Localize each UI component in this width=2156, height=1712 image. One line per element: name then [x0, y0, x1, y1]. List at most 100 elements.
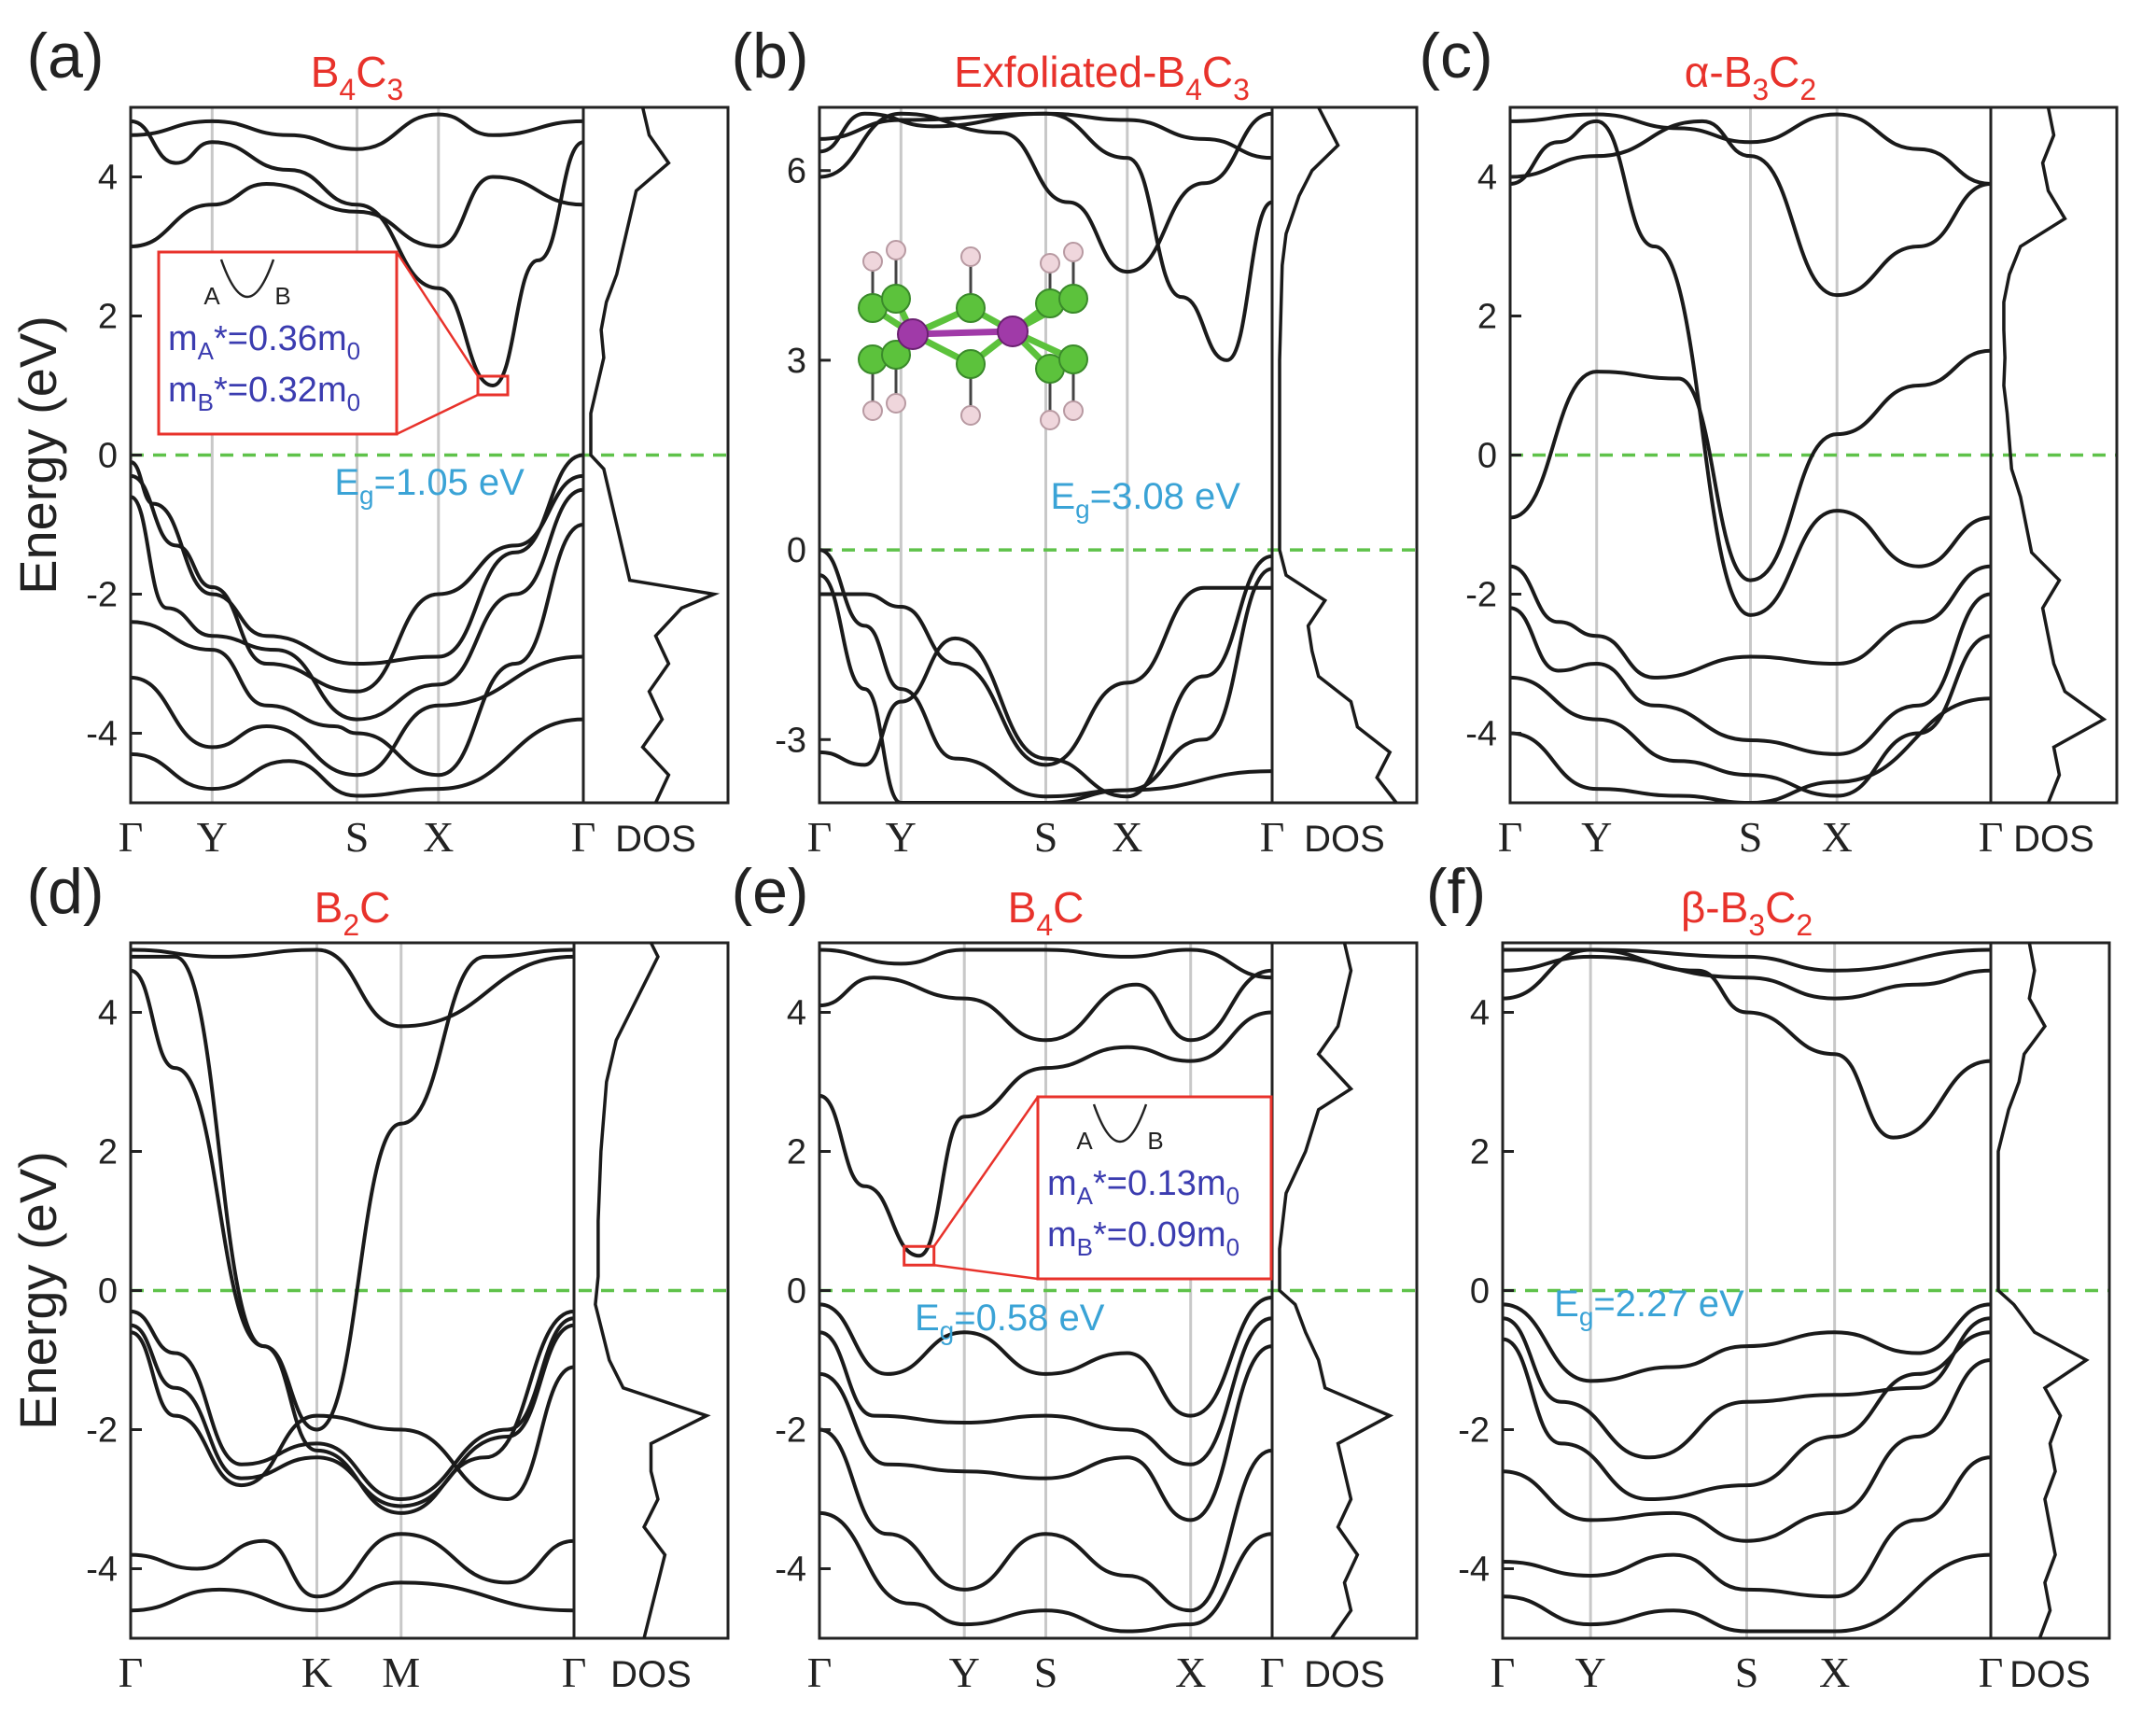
- dos-frame: [1989, 941, 2111, 1640]
- hydrogen-atom: [1040, 253, 1060, 274]
- boron-atom: [881, 340, 911, 370]
- ytick-label: -2: [1458, 1411, 1490, 1451]
- ytick-label: -2: [1465, 576, 1497, 615]
- dos-curve: [2002, 106, 2107, 804]
- band-1: [131, 947, 574, 1432]
- panel-letter: (f): [1426, 856, 1486, 927]
- kpoint-label: Γ: [562, 1649, 587, 1696]
- inset-connector: [395, 251, 480, 377]
- band-4: [131, 1323, 574, 1509]
- hydrogen-atom: [886, 240, 906, 260]
- inset-connector: [933, 1264, 1039, 1281]
- y-axis-label: Energy (eV): [8, 1151, 67, 1430]
- kpoint-label: Y: [1575, 1649, 1606, 1696]
- band-7: [819, 1510, 1272, 1634]
- ytick-label: -2: [86, 1411, 118, 1451]
- bond: [912, 328, 1014, 338]
- kpoint-label: S: [1034, 1649, 1058, 1696]
- kpoint-label: S: [1739, 813, 1763, 861]
- band-8: [1503, 1552, 1991, 1634]
- kpoint-label: Γ: [571, 813, 596, 861]
- hydrogen-atom: [960, 246, 981, 267]
- band-2: [131, 947, 574, 1029]
- band-2: [819, 947, 1272, 980]
- panel-title: β-B3C2: [1681, 883, 1813, 942]
- band-4: [1503, 1316, 1991, 1460]
- band-4: [1510, 564, 1991, 680]
- band-3: [131, 1309, 574, 1502]
- panel-d: (d) B2C Γ K M Γ -4 -2 0 2 4 DOS Energy (eV): [8, 856, 730, 1696]
- kpoint-label: Y: [1581, 813, 1612, 861]
- effective-mass-label: mB*=0.09m0: [1047, 1215, 1239, 1261]
- ytick-label: 2: [98, 298, 118, 337]
- ytick-label: 2: [98, 1133, 118, 1172]
- ytick-label: 2: [787, 1133, 806, 1172]
- band-5: [1503, 1330, 1991, 1502]
- dos-curve: [1278, 942, 1394, 1640]
- bands: [819, 111, 1272, 803]
- band-5: [1510, 592, 1991, 756]
- effective-mass-label: mA*=0.36m0: [168, 319, 360, 365]
- inset-label-b: B: [1147, 1127, 1163, 1155]
- hydrogen-atom: [1063, 242, 1084, 262]
- dos-curve: [589, 106, 721, 804]
- kpoint-label: Γ: [807, 813, 833, 861]
- band-0: [131, 954, 574, 1515]
- kpoint-label: Γ: [1260, 1649, 1285, 1696]
- ytick-label: 3: [787, 342, 806, 381]
- band-7: [1510, 696, 1991, 803]
- band-6: [819, 573, 1272, 803]
- dos-frame: [1270, 105, 1419, 805]
- ytick-label: 2: [1470, 1133, 1490, 1172]
- boron-atom: [956, 349, 986, 379]
- panel-c: (c) α-B3C2 Γ Y S X Γ -4 -2 0 2 4 DOS: [1419, 21, 2119, 861]
- ytick-label: 0: [787, 531, 806, 570]
- ytick-label: 4: [1470, 994, 1490, 1033]
- carbon-atom: [897, 318, 929, 350]
- band-1: [1510, 119, 1991, 617]
- band-3: [1503, 1302, 1991, 1383]
- kpoint-label: S: [345, 813, 370, 861]
- band-0: [1510, 348, 1991, 582]
- panel-letter: (c): [1419, 21, 1492, 91]
- cbm-marker: [903, 1244, 936, 1267]
- ytick-label: 4: [787, 994, 806, 1033]
- inset-label-a: A: [1076, 1127, 1093, 1155]
- hydrogen-atom: [1063, 400, 1084, 421]
- inset-box: [1036, 1095, 1273, 1281]
- panel-letter: (b): [731, 21, 808, 91]
- boron-atom: [881, 284, 911, 314]
- panel-e: (e) B4C Γ Y S X Γ -4 -2 0 2 4 DOS Eg=0.58 eV A BmA*=0.1…: [731, 856, 1419, 1696]
- panel-title: Exfoliated-B4C3: [954, 48, 1250, 106]
- dos-label: DOS: [1304, 819, 1385, 860]
- dos-curve: [1996, 942, 2090, 1639]
- band-3: [131, 453, 583, 667]
- band-1: [819, 111, 1272, 362]
- kpoint-label: X: [1175, 1649, 1206, 1696]
- kpoint-label: Γ: [1498, 813, 1523, 861]
- parabola-sketch: [1092, 1103, 1148, 1144]
- kpoint-label: X: [423, 813, 454, 861]
- band-6: [819, 1427, 1272, 1613]
- band-4: [819, 554, 1272, 799]
- cbm-marker: [476, 374, 510, 397]
- dos-label: DOS: [2009, 1654, 2091, 1695]
- ytick-label: 0: [98, 1272, 118, 1312]
- bands: [131, 947, 574, 1613]
- ytick-label: 0: [1477, 437, 1497, 476]
- inset-connector: [396, 393, 479, 436]
- panel-letter: (d): [26, 856, 104, 927]
- kpoint-label: Y: [197, 813, 228, 861]
- ytick-label: 2: [1477, 298, 1497, 337]
- band-8: [131, 717, 583, 798]
- kpoint-label: Γ: [119, 813, 144, 861]
- panel-letter: (a): [26, 21, 104, 91]
- panel-title: B4C3: [311, 48, 404, 106]
- ytick-label: 0: [1470, 1272, 1490, 1312]
- kpoint-label: X: [1819, 1649, 1850, 1696]
- band-gap-label: Eg=0.58 eV: [915, 1298, 1105, 1345]
- band-0: [819, 111, 1272, 274]
- band-0: [131, 175, 583, 249]
- ytick-label: -4: [86, 1551, 118, 1590]
